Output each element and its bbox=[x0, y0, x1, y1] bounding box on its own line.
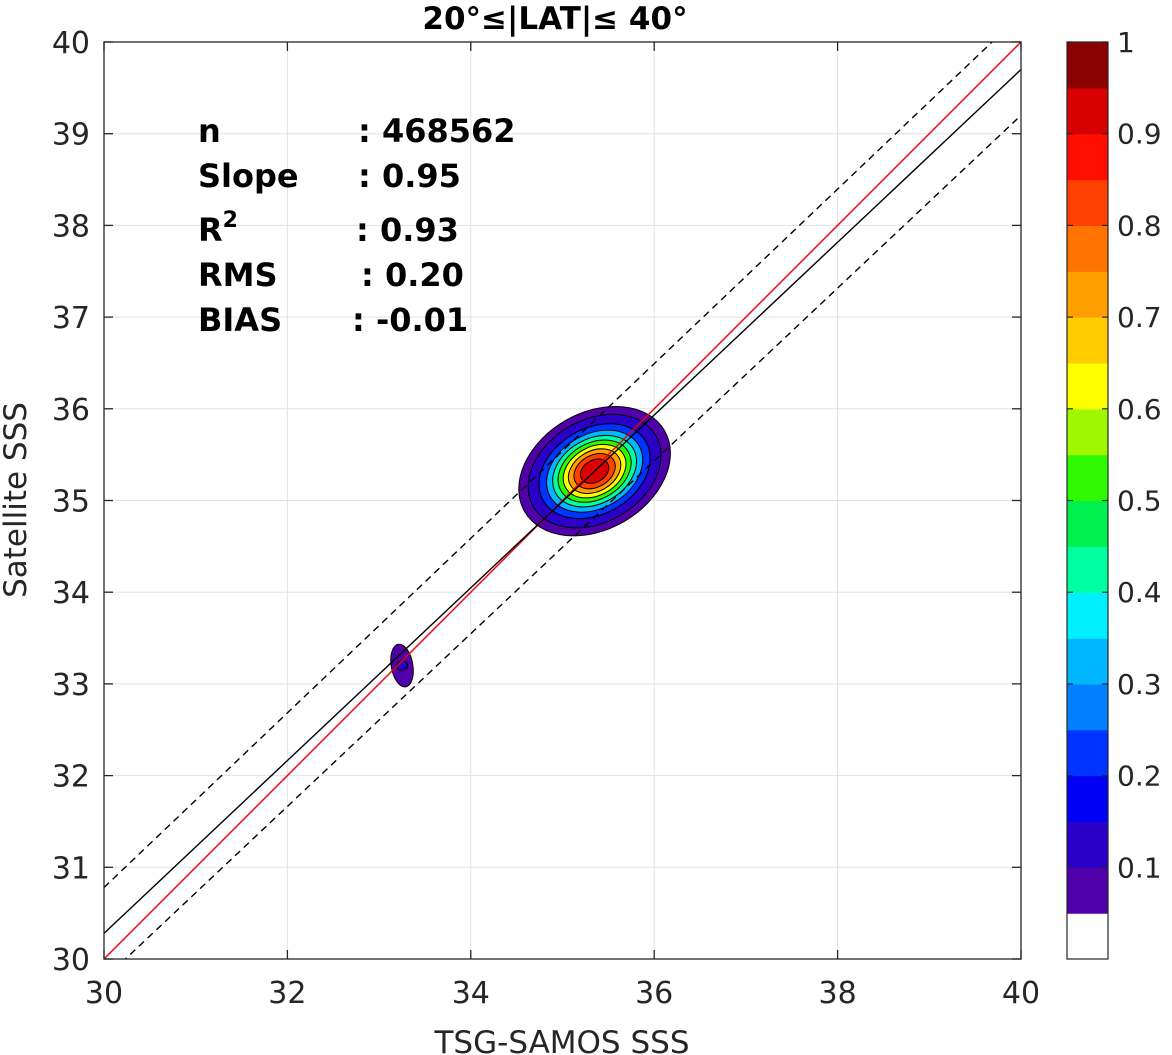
colorbar-bin bbox=[1067, 683, 1108, 731]
y-tick-label: 32 bbox=[52, 760, 90, 795]
colorbar-bin bbox=[1067, 225, 1108, 272]
colorbar-bin bbox=[1067, 913, 1108, 960]
stat-label: Slope bbox=[198, 157, 299, 195]
stat-label: BIAS bbox=[198, 301, 282, 339]
colorbar-bin bbox=[1067, 729, 1108, 777]
density-contours bbox=[390, 405, 671, 688]
stat-label: R2 bbox=[198, 208, 238, 249]
colorbar-bin bbox=[1067, 592, 1108, 639]
y-tick-label: 35 bbox=[52, 485, 90, 520]
colorbar-bin bbox=[1067, 454, 1108, 502]
colorbar-bin bbox=[1067, 408, 1108, 456]
colorbar-tick-label: 0.2 bbox=[1117, 760, 1162, 793]
colorbar-bin bbox=[1067, 362, 1108, 410]
colorbar-tick-label: 0.3 bbox=[1117, 668, 1162, 701]
stat-value: : 0.95 bbox=[358, 157, 461, 195]
stat-value: : -0.01 bbox=[352, 301, 468, 339]
colorbar-bin bbox=[1067, 821, 1108, 868]
y-tick-label: 39 bbox=[52, 118, 90, 153]
y-tick-label: 40 bbox=[52, 26, 90, 61]
colorbar-tick-label: 0.4 bbox=[1117, 576, 1162, 609]
colorbar-tick-label: 0.8 bbox=[1117, 209, 1162, 242]
stat-value: : 0.93 bbox=[356, 211, 459, 249]
x-tick-label: 36 bbox=[635, 976, 673, 1011]
grid-lines bbox=[104, 42, 1021, 959]
colorbar-bin bbox=[1067, 867, 1108, 914]
stat-value: : 468562 bbox=[358, 112, 516, 150]
colorbar-bin bbox=[1067, 546, 1108, 593]
colorbar-bin bbox=[1067, 775, 1108, 823]
colorbar-tick-label: 1 bbox=[1117, 26, 1135, 59]
x-tick-label: 40 bbox=[1002, 976, 1040, 1011]
x-tick-label: 38 bbox=[819, 976, 857, 1011]
regression-line bbox=[104, 69, 1021, 934]
x-tick-label: 32 bbox=[268, 976, 306, 1011]
x-tick-label: 34 bbox=[452, 976, 490, 1011]
colorbar-bin bbox=[1067, 42, 1108, 89]
y-tick-label: 30 bbox=[52, 943, 90, 978]
colorbar-bin bbox=[1067, 317, 1108, 364]
stat-label-superscript: 2 bbox=[223, 208, 238, 233]
colorbar-bin bbox=[1067, 271, 1108, 318]
stats-annotation: n : 468562 Slope : 0.95 R2 : 0.93 RMS : 0.20 BIA… bbox=[198, 112, 516, 339]
y-tick-label: 38 bbox=[52, 209, 90, 244]
stat-value: : 0.20 bbox=[361, 256, 464, 294]
colorbar-bin bbox=[1067, 500, 1108, 547]
reference-lines bbox=[104, 42, 1021, 959]
y-tick-label: 33 bbox=[52, 668, 90, 703]
axis-ticks: 30 32 34 36 38 40 30 31 32 33 34 35 36 37 38 39 40 bbox=[52, 26, 1040, 1011]
y-tick-label: 34 bbox=[52, 576, 90, 611]
colorbar-tick-label: 0.6 bbox=[1117, 393, 1162, 426]
colorbar: 0.1 0.2 0.3 0.4 0.5 0.6 0.7 0.8 0.9 1 bbox=[1066, 26, 1162, 960]
colorbar-tick-label: 0.1 bbox=[1117, 851, 1162, 884]
colorbar-tick-label: 0.7 bbox=[1117, 301, 1162, 334]
y-axis-label: Satellite SSS bbox=[0, 402, 34, 598]
lower-envelope-line bbox=[124, 114, 1021, 959]
y-tick-label: 37 bbox=[52, 301, 90, 336]
chart-title: 20°≤|LAT|≤ 40° bbox=[422, 1, 687, 37]
colorbar-tick-label: 0.5 bbox=[1117, 485, 1162, 518]
y-tick-label: 31 bbox=[52, 851, 90, 886]
colorbar-tick-label: 0.9 bbox=[1117, 118, 1162, 151]
x-axis-label: TSG-SAMOS SSS bbox=[434, 1025, 690, 1055]
colorbar-bin bbox=[1067, 179, 1108, 226]
y-tick-label: 36 bbox=[52, 393, 90, 428]
colorbar-bin bbox=[1067, 638, 1108, 685]
stat-label: RMS bbox=[198, 256, 278, 294]
x-tick-label: 30 bbox=[85, 976, 123, 1011]
colorbar-bin bbox=[1067, 133, 1108, 181]
colorbar-bin bbox=[1067, 87, 1108, 135]
stat-label: n bbox=[198, 112, 221, 150]
